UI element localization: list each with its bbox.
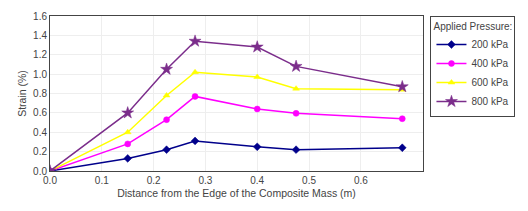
svg-text:1.4: 1.4 [33,30,47,41]
svg-text:1.0: 1.0 [33,69,47,80]
svg-text:0.0: 0.0 [43,175,57,186]
svg-text:0.0: 0.0 [33,166,47,177]
svg-text:0.2: 0.2 [147,175,161,186]
svg-text:400 kPa: 400 kPa [471,58,508,69]
svg-text:0.4: 0.4 [250,175,264,186]
svg-text:Distance from the Edge of the: Distance from the Edge of the Composite … [117,187,356,199]
svg-text:0.5: 0.5 [302,175,316,186]
svg-text:0.6: 0.6 [354,175,368,186]
svg-text:0.6: 0.6 [33,107,47,118]
svg-text:0.3: 0.3 [198,175,212,186]
svg-text:200 kPa: 200 kPa [471,39,508,50]
svg-text:1.2: 1.2 [33,49,47,60]
svg-text:0.4: 0.4 [33,127,47,138]
svg-text:Strain (%): Strain (%) [16,70,28,117]
svg-text:0.8: 0.8 [33,88,47,99]
svg-text:0.1: 0.1 [95,175,109,186]
svg-text:Applied Pressure:: Applied Pressure: [433,21,512,32]
svg-text:0.2: 0.2 [33,146,47,157]
svg-text:1.6: 1.6 [33,11,47,22]
svg-text:600 kPa: 600 kPa [471,77,508,88]
svg-text:800 kPa: 800 kPa [471,96,508,107]
